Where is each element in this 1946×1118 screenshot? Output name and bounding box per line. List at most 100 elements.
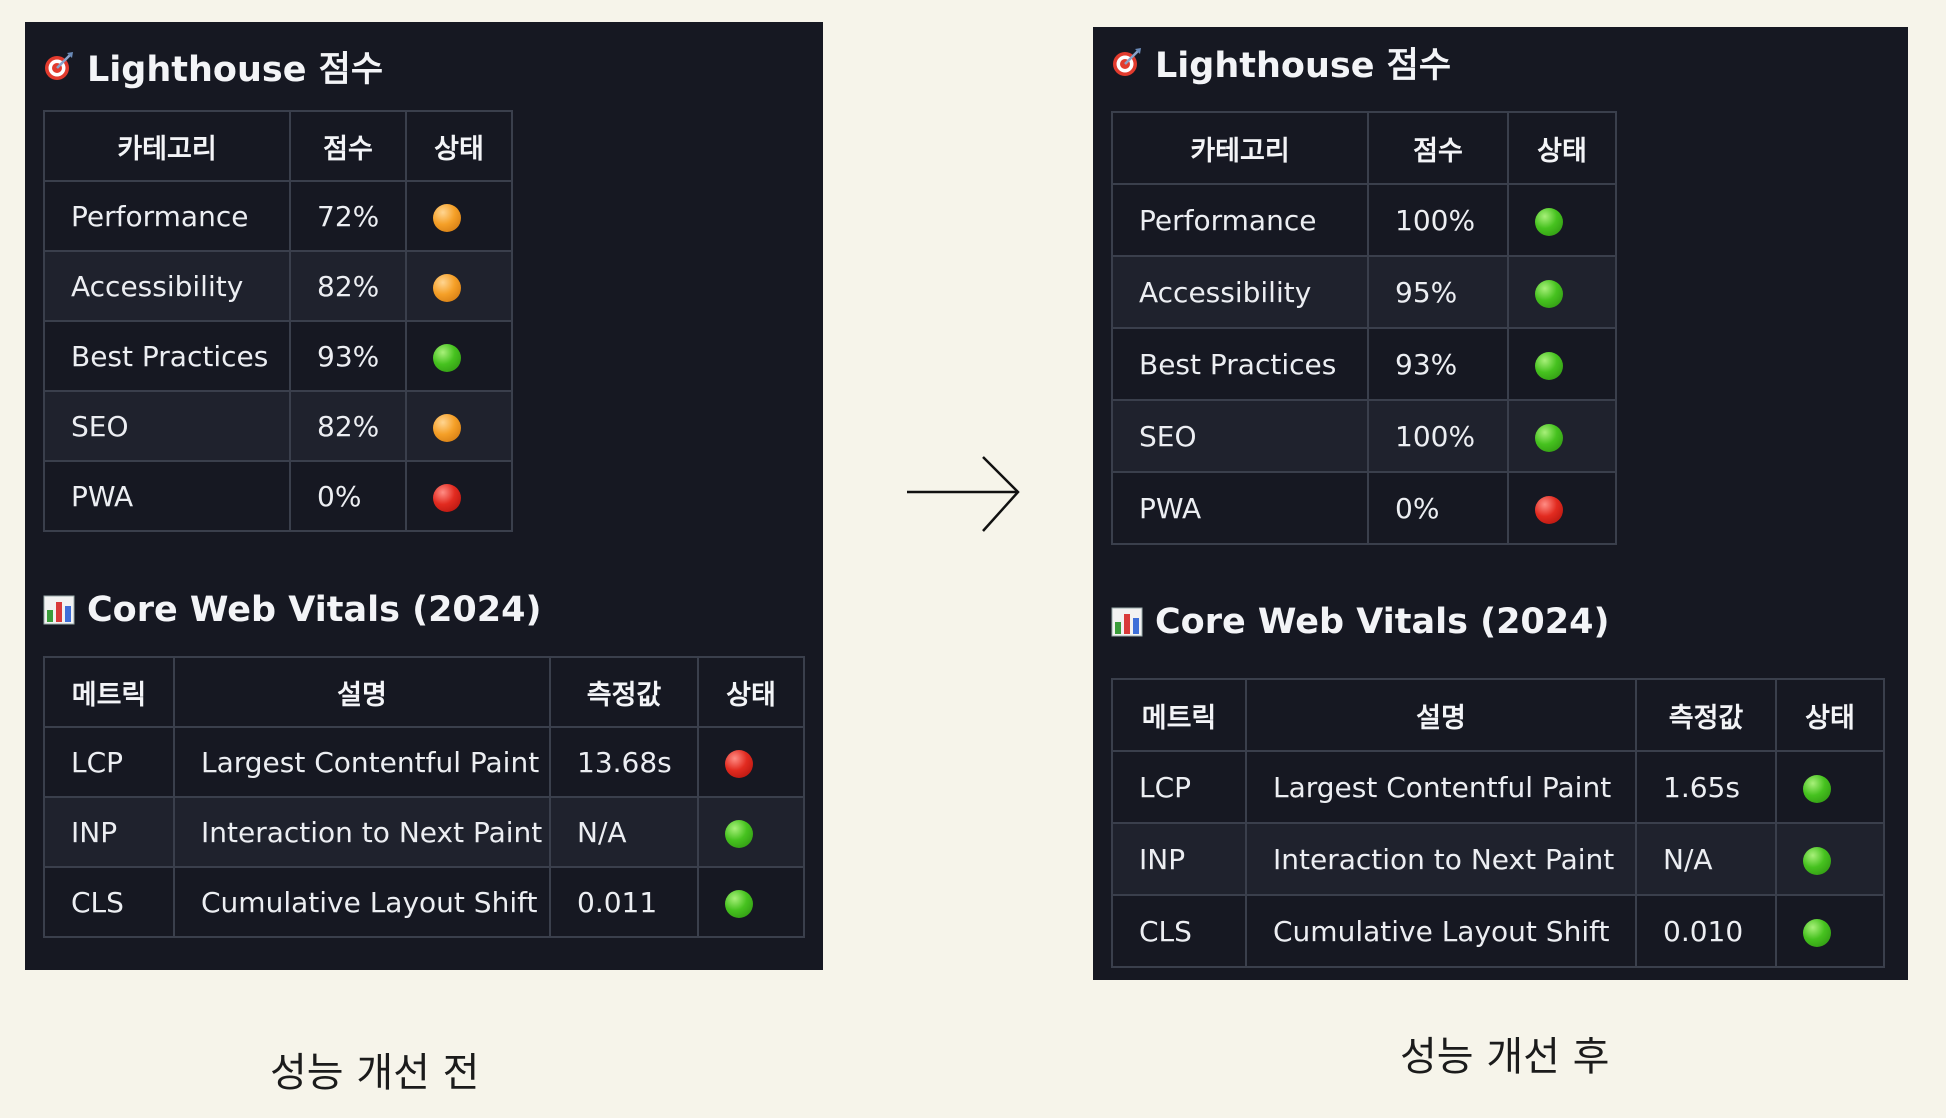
status-red-dot-icon xyxy=(433,483,461,512)
vitals-heading: Core Web Vitals (2024) xyxy=(1111,594,1610,650)
status-cell xyxy=(697,726,805,798)
category-cell: Performance xyxy=(1111,183,1369,257)
value-cell: 13.68s xyxy=(549,726,699,798)
column-header: 설명 xyxy=(1245,678,1637,752)
status-cell xyxy=(1507,399,1617,473)
status-cell xyxy=(1507,255,1617,329)
column-header: 점수 xyxy=(1367,111,1509,185)
category-cell: Best Practices xyxy=(43,320,291,392)
table-row: CLS Cumulative Layout Shift 0.010 xyxy=(1111,894,1885,968)
score-cell: 93% xyxy=(1367,327,1509,401)
status-cell xyxy=(405,250,513,322)
vitals-table: 메트릭 설명 측정값 상태 LCP Largest Contentful Pain… xyxy=(43,656,805,938)
column-header: 점수 xyxy=(289,110,407,182)
metric-cell: CLS xyxy=(43,866,175,938)
status-cell xyxy=(1507,183,1617,257)
status-cell xyxy=(405,390,513,462)
right-arrow-icon xyxy=(907,456,1020,532)
after-caption: 성능 개선 후 xyxy=(1400,1034,1610,1080)
table-row: PWA 0% xyxy=(1111,471,1617,545)
after-report-panel: Lighthouse 점수 카테고리 점수 상태 Performance 100%… xyxy=(1093,27,1908,980)
status-green-dot-icon xyxy=(1535,423,1563,452)
status-orange-dot-icon xyxy=(433,413,461,442)
table-row: LCP Largest Contentful Paint 1.65s xyxy=(1111,750,1885,824)
status-red-dot-icon xyxy=(725,749,753,778)
category-cell: SEO xyxy=(43,390,291,462)
vitals-heading: Core Web Vitals (2024) xyxy=(43,582,542,638)
vitals-table: 메트릭 설명 측정값 상태 LCP Largest Contentful Pain… xyxy=(1111,678,1885,968)
category-cell: Accessibility xyxy=(43,250,291,322)
status-cell xyxy=(1775,750,1885,824)
status-green-dot-icon xyxy=(1803,846,1831,875)
status-orange-dot-icon xyxy=(433,203,461,232)
value-cell: 0.011 xyxy=(549,866,699,938)
status-cell xyxy=(1507,471,1617,545)
column-header: 상태 xyxy=(1507,111,1617,185)
value-cell: 1.65s xyxy=(1635,750,1777,824)
table-row: Best Practices 93% xyxy=(1111,327,1617,401)
dart-target-icon xyxy=(1113,48,1141,76)
table-row: Best Practices 93% xyxy=(43,320,513,392)
status-green-dot-icon xyxy=(725,819,753,848)
score-cell: 72% xyxy=(289,180,407,252)
column-header: 메트릭 xyxy=(43,656,175,728)
description-cell: Largest Contentful Paint xyxy=(173,726,551,798)
metric-cell: INP xyxy=(43,796,175,868)
status-green-dot-icon xyxy=(725,889,753,918)
table-row: LCP Largest Contentful Paint 13.68s xyxy=(43,726,805,798)
lighthouse-heading: Lighthouse 점수 xyxy=(43,38,383,94)
status-green-dot-icon xyxy=(1803,774,1831,803)
score-cell: 0% xyxy=(289,460,407,532)
value-cell: N/A xyxy=(1635,822,1777,896)
column-header: 메트릭 xyxy=(1111,678,1247,752)
score-cell: 95% xyxy=(1367,255,1509,329)
table-row: INP Interaction to Next Paint N/A xyxy=(1111,822,1885,896)
column-header: 상태 xyxy=(1775,678,1885,752)
before-caption: 성능 개선 전 xyxy=(270,1050,480,1096)
table-row: SEO 82% xyxy=(43,390,513,462)
table-row: SEO 100% xyxy=(1111,399,1617,473)
column-header: 설명 xyxy=(173,656,551,728)
description-cell: Largest Contentful Paint xyxy=(1245,750,1637,824)
status-cell xyxy=(405,320,513,392)
bar-chart-icon xyxy=(1111,607,1143,637)
status-cell xyxy=(1775,894,1885,968)
before-report-panel: Lighthouse 점수 카테고리 점수 상태 Performance 72% A… xyxy=(25,22,823,970)
column-header: 측정값 xyxy=(1635,678,1777,752)
status-cell xyxy=(1507,327,1617,401)
column-header: 상태 xyxy=(405,110,513,182)
description-cell: Cumulative Layout Shift xyxy=(173,866,551,938)
score-cell: 82% xyxy=(289,390,407,462)
dart-target-icon xyxy=(45,52,73,80)
lighthouse-table: 카테고리 점수 상태 Performance 72% Accessibility 82… xyxy=(43,110,513,532)
score-cell: 82% xyxy=(289,250,407,322)
vitals-title: Core Web Vitals (2024) xyxy=(87,590,542,630)
score-cell: 100% xyxy=(1367,399,1509,473)
score-cell: 100% xyxy=(1367,183,1509,257)
status-cell xyxy=(405,180,513,252)
category-cell: SEO xyxy=(1111,399,1369,473)
category-cell: Accessibility xyxy=(1111,255,1369,329)
status-green-dot-icon xyxy=(1535,351,1563,380)
table-row: Accessibility 82% xyxy=(43,250,513,322)
table-row: Accessibility 95% xyxy=(1111,255,1617,329)
value-cell: 0.010 xyxy=(1635,894,1777,968)
metric-cell: CLS xyxy=(1111,894,1247,968)
vitals-title: Core Web Vitals (2024) xyxy=(1155,602,1610,642)
lighthouse-table: 카테고리 점수 상태 Performance 100% Accessibility 9… xyxy=(1111,111,1617,545)
table-row: PWA 0% xyxy=(43,460,513,532)
description-cell: Cumulative Layout Shift xyxy=(1245,894,1637,968)
column-header: 카테고리 xyxy=(43,110,291,182)
score-cell: 0% xyxy=(1367,471,1509,545)
category-cell: PWA xyxy=(43,460,291,532)
column-header: 측정값 xyxy=(549,656,699,728)
status-cell xyxy=(697,866,805,938)
table-row: Performance 100% xyxy=(1111,183,1617,257)
lighthouse-title: Lighthouse 점수 xyxy=(87,49,384,90)
category-cell: Best Practices xyxy=(1111,327,1369,401)
description-cell: Interaction to Next Paint xyxy=(173,796,551,868)
status-cell xyxy=(405,460,513,532)
value-cell: N/A xyxy=(549,796,699,868)
status-red-dot-icon xyxy=(1535,495,1563,524)
column-header: 카테고리 xyxy=(1111,111,1369,185)
